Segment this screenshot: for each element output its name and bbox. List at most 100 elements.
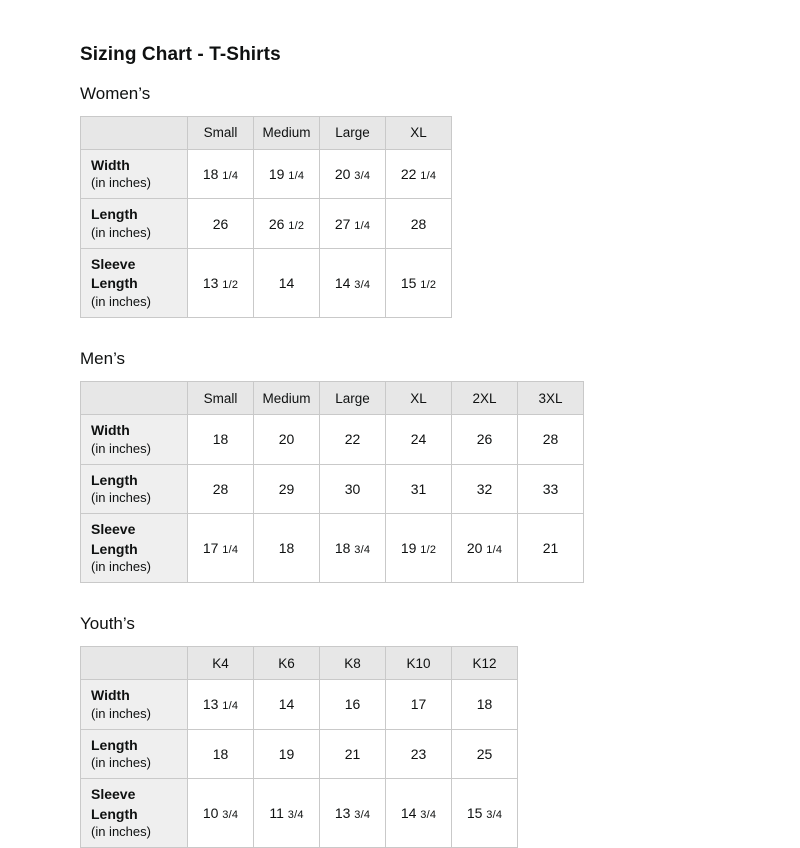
row-label-unit: (in inches) — [91, 175, 151, 191]
size-value-cell: 15 3/4 — [451, 778, 518, 848]
size-value-cell: 18 — [451, 679, 518, 730]
column-header: 2XL — [451, 381, 518, 416]
corner-cell — [80, 381, 188, 416]
size-value-cell: 24 — [385, 414, 452, 465]
value-whole: 13 — [202, 274, 219, 291]
row-label: Length (in inches) — [80, 198, 188, 249]
size-value-cell: 10 3/4 — [187, 778, 254, 848]
value-whole: 15 — [466, 805, 483, 822]
row-label-text: Sleeve Length — [91, 255, 138, 292]
header-row: K4 K6 K8 K10 K12 — [80, 646, 518, 681]
size-value-cell: 20 1/4 — [451, 512, 518, 584]
value-fraction: 1/4 — [420, 170, 437, 183]
size-value-cell: 28 — [385, 198, 452, 249]
column-header: K12 — [451, 646, 518, 681]
size-value-cell: 25 — [451, 728, 518, 780]
column-header: Small — [187, 381, 254, 416]
size-value-cell: 26 — [451, 414, 518, 465]
column-header: K4 — [187, 646, 254, 681]
column-header: K10 — [385, 646, 452, 681]
value-fraction: 1/4 — [288, 170, 305, 183]
sizing-table-womens: Small Medium Large XL Width (in inches) 18 1/4… — [80, 115, 452, 318]
row-label: Sleeve Length (in inches) — [80, 247, 188, 318]
value-whole: 19 — [400, 540, 417, 557]
column-header: K6 — [253, 646, 320, 681]
value-whole: 20 — [334, 166, 351, 183]
size-value-cell: 19 — [253, 728, 320, 780]
size-value-cell: 18 — [253, 512, 320, 584]
table-row: Width (in inches) 13 1/4 14 16 17 18 — [80, 679, 518, 730]
size-value-cell: 31 — [385, 463, 452, 515]
column-header: Large — [319, 381, 386, 416]
value-fraction: 3/4 — [486, 809, 503, 822]
row-label: Width (in inches) — [80, 414, 188, 465]
row-label-unit: (in inches) — [91, 224, 151, 240]
row-label: Sleeve Length (in inches) — [80, 512, 188, 584]
size-value-cell: 28 — [187, 463, 254, 515]
size-value-cell: 28 — [517, 414, 584, 465]
column-header: XL — [385, 381, 452, 416]
sizing-table-mens: Small Medium Large XL 2XL 3XL Width (in inches)… — [80, 381, 584, 584]
value-fraction: 1/4 — [222, 700, 239, 713]
size-value-cell: 14 — [253, 679, 320, 730]
row-label-unit: (in inches) — [91, 490, 151, 506]
size-value-cell: 22 1/4 — [385, 148, 452, 200]
tables-container: Women’s Small Medium Large XL Width (in inches… — [80, 83, 760, 848]
row-label-unit: (in inches) — [91, 294, 151, 310]
size-value-cell: 11 3/4 — [253, 778, 320, 848]
column-header: 3XL — [517, 381, 584, 416]
table-row: Width (in inches) 18 20 22 24 26 28 — [80, 414, 584, 465]
value-fraction: 1/4 — [222, 544, 239, 557]
value-fraction: 3/4 — [354, 278, 371, 291]
row-label: Length (in inches) — [80, 463, 188, 515]
size-value-cell: 30 — [319, 463, 386, 515]
size-value-cell: 13 3/4 — [319, 778, 386, 848]
size-value-cell: 18 3/4 — [319, 512, 386, 584]
section-mens: Men’s Small Medium Large XL 2XL 3XL Width (in in… — [80, 348, 760, 584]
value-whole: 11 — [269, 805, 284, 822]
value-whole: 10 — [202, 805, 219, 822]
value-fraction: 3/4 — [354, 544, 371, 557]
size-value-cell: 29 — [253, 463, 320, 515]
value-whole: 27 — [334, 215, 351, 232]
value-fraction: 3/4 — [222, 809, 239, 822]
size-value-cell: 14 3/4 — [319, 247, 386, 318]
size-value-cell: 17 1/4 — [187, 512, 254, 584]
size-value-cell: 20 3/4 — [319, 148, 386, 200]
value-whole: 22 — [400, 166, 417, 183]
value-fraction: 1/2 — [420, 544, 437, 557]
size-value-cell: 18 — [187, 414, 254, 465]
value-whole: 13 — [334, 805, 351, 822]
row-label: Length (in inches) — [80, 728, 188, 780]
row-label-text: Length — [91, 471, 138, 488]
value-whole: 18 — [202, 166, 219, 183]
size-value-cell: 26 — [187, 198, 254, 249]
size-value-cell: 15 1/2 — [385, 247, 452, 318]
row-label: Sleeve Length (in inches) — [80, 778, 188, 848]
row-label: Width (in inches) — [80, 148, 188, 200]
value-whole: 20 — [466, 540, 483, 557]
size-value-cell: 19 1/4 — [253, 148, 320, 200]
row-label-unit: (in inches) — [91, 824, 151, 840]
section-heading-youths: Youth’s — [80, 614, 135, 634]
size-value-cell: 19 1/2 — [385, 512, 452, 584]
value-whole: 14 — [334, 274, 351, 291]
value-fraction: 1/2 — [222, 278, 239, 291]
size-value-cell: 21 — [319, 728, 386, 780]
table-row: Length (in inches) 18 19 21 23 25 — [80, 728, 518, 780]
column-header: Medium — [253, 381, 320, 416]
row-label-text: Sleeve Length — [91, 521, 138, 557]
value-whole: 26 — [268, 215, 285, 232]
column-header: XL — [385, 115, 452, 150]
column-header: Medium — [253, 115, 320, 150]
row-label: Width (in inches) — [80, 679, 188, 730]
page-title: Sizing Chart - T-Shirts — [80, 44, 281, 65]
table-row: Sleeve Length (in inches) 10 3/4 11 3/4 13 3… — [80, 778, 518, 848]
value-fraction: 3/4 — [354, 170, 371, 183]
table-row: Length (in inches) 26 26 1/2 27 1/4 28 — [80, 198, 452, 249]
value-fraction: 3/4 — [287, 809, 304, 822]
size-value-cell: 20 — [253, 414, 320, 465]
column-header: K8 — [319, 646, 386, 681]
row-label-text: Width — [91, 156, 130, 173]
corner-cell — [80, 115, 188, 150]
